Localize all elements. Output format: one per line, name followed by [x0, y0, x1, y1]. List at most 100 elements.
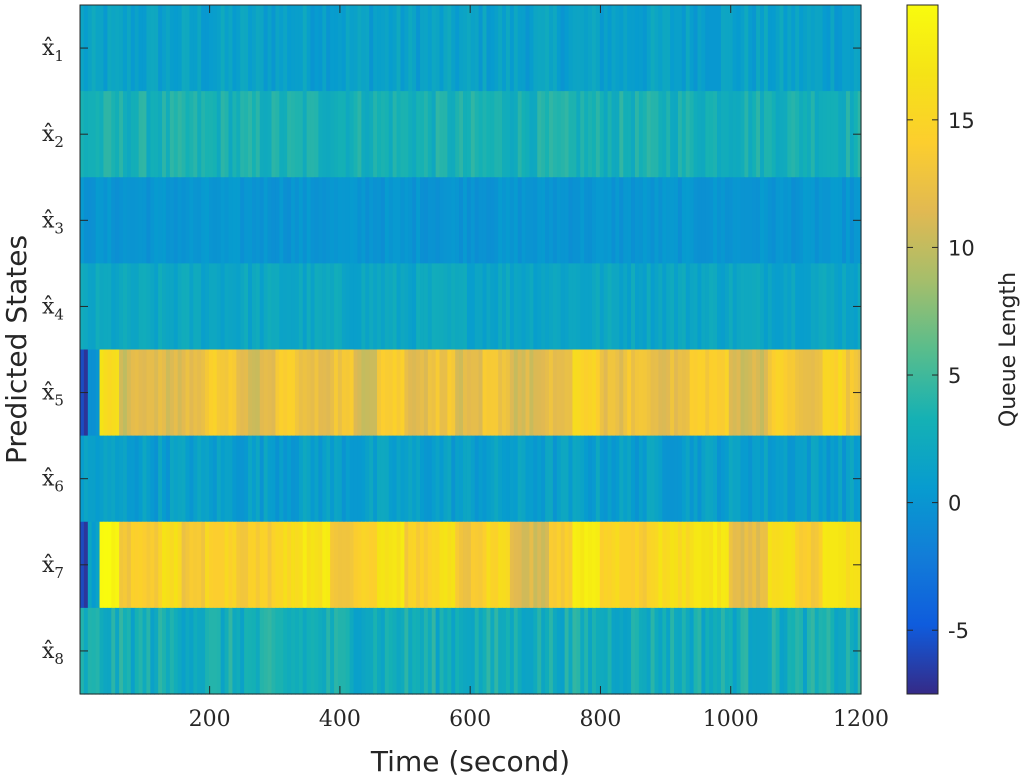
heatmap-cell — [126, 263, 132, 351]
heatmap-cell — [709, 607, 714, 695]
heatmap-cell — [201, 177, 206, 264]
heatmap-cell — [810, 263, 816, 351]
heatmap-cell — [122, 5, 128, 92]
heatmap-cell — [353, 91, 359, 178]
heatmap-cell — [826, 435, 831, 523]
heatmap-cell — [814, 263, 820, 351]
heatmap-cell — [259, 263, 265, 351]
heatmap-cell — [455, 435, 460, 523]
heatmap-cells — [80, 5, 862, 695]
heatmap-cell — [208, 349, 214, 437]
heatmap-cell — [666, 607, 671, 695]
heatmap-cell — [830, 5, 835, 92]
heatmap-cell — [529, 91, 534, 178]
heatmap-cell — [138, 5, 144, 92]
heatmap-cell — [259, 349, 265, 437]
heatmap-cell — [826, 5, 831, 92]
heatmap-cell — [681, 5, 687, 92]
heatmap-cell — [212, 435, 218, 523]
heatmap-cell — [232, 435, 237, 523]
heatmap-cell — [752, 435, 757, 523]
heatmap-cell — [318, 263, 323, 351]
heatmap-cell — [400, 91, 405, 178]
heatmap-cell — [122, 177, 128, 264]
heatmap-cell — [838, 607, 843, 695]
heatmap-cell — [709, 91, 714, 178]
heatmap-cell — [408, 91, 413, 178]
heatmap-cell — [138, 263, 144, 351]
heatmap-cell — [392, 607, 398, 695]
heatmap-cell — [326, 177, 331, 264]
heatmap-cell — [357, 91, 362, 178]
heatmap-cell — [236, 91, 241, 178]
heatmap-cell — [693, 177, 699, 264]
heatmap-cell — [701, 263, 706, 351]
heatmap-cell — [846, 5, 851, 92]
heatmap-cell — [322, 435, 327, 523]
heatmap-cell — [154, 521, 159, 609]
heatmap-cell — [451, 177, 456, 264]
heatmap-cell — [525, 177, 531, 264]
heatmap-cell — [298, 607, 304, 695]
heatmap-cell — [463, 5, 468, 92]
heatmap-cell — [693, 521, 699, 609]
heatmap-cell — [294, 263, 300, 351]
heatmap-cell — [701, 177, 706, 264]
heatmap-cell — [322, 5, 327, 92]
heatmap-cell — [591, 263, 597, 351]
heatmap-cell — [263, 5, 269, 92]
heatmap-cell — [599, 91, 605, 178]
heatmap-cell — [122, 435, 128, 523]
heatmap-cell — [631, 263, 636, 351]
heatmap-cell — [251, 91, 257, 178]
heatmap-cell — [677, 5, 683, 92]
heatmap-cell — [548, 5, 554, 92]
heatmap-cell — [271, 349, 277, 437]
heatmap-cell — [173, 349, 179, 437]
heatmap-cell — [740, 5, 746, 92]
heatmap-cell — [459, 607, 464, 695]
heatmap-cell — [822, 607, 828, 695]
heatmap-cell — [431, 5, 437, 92]
heatmap-cell — [783, 5, 788, 92]
heatmap-cell — [634, 435, 640, 523]
heatmap-cell — [134, 521, 140, 609]
heatmap-cell — [283, 91, 288, 178]
heatmap-cell — [537, 607, 542, 695]
heatmap-cell — [763, 177, 769, 264]
heatmap-cell — [361, 435, 366, 523]
heatmap-cell — [287, 435, 292, 523]
y-tick-label: x̂2 — [42, 122, 64, 151]
x-tick-label: 200 — [189, 707, 231, 732]
heatmap-cell — [627, 607, 632, 695]
heatmap-cell — [111, 263, 116, 351]
heatmap-cell — [248, 177, 253, 264]
heatmap-cell — [509, 435, 515, 523]
heatmap-cell — [517, 5, 523, 92]
heatmap-cell — [736, 607, 742, 695]
heatmap-cell — [736, 349, 742, 437]
heatmap-cell — [119, 263, 124, 351]
heatmap-cell — [353, 5, 359, 92]
heatmap-cell — [134, 177, 140, 264]
heatmap-cell — [482, 607, 488, 695]
heatmap-cell — [197, 607, 202, 695]
heatmap-cell — [291, 5, 296, 92]
heatmap-cell — [627, 521, 632, 609]
heatmap-cell — [717, 607, 722, 695]
heatmap-cell — [556, 5, 562, 92]
heatmap-cell — [697, 607, 703, 695]
heatmap-cell — [767, 177, 773, 264]
heatmap-cell — [513, 607, 519, 695]
heatmap-cell — [705, 177, 710, 264]
heatmap-cell — [756, 5, 761, 92]
heatmap-cell — [279, 177, 284, 264]
heatmap-cell — [165, 5, 171, 92]
heatmap-cell — [111, 521, 116, 609]
heatmap-cell — [576, 5, 581, 92]
x-tick-label: 1200 — [833, 707, 889, 732]
heatmap-cell — [251, 349, 257, 437]
heatmap-cell — [611, 5, 617, 92]
heatmap-cell — [349, 263, 355, 351]
heatmap-cell — [740, 177, 746, 264]
